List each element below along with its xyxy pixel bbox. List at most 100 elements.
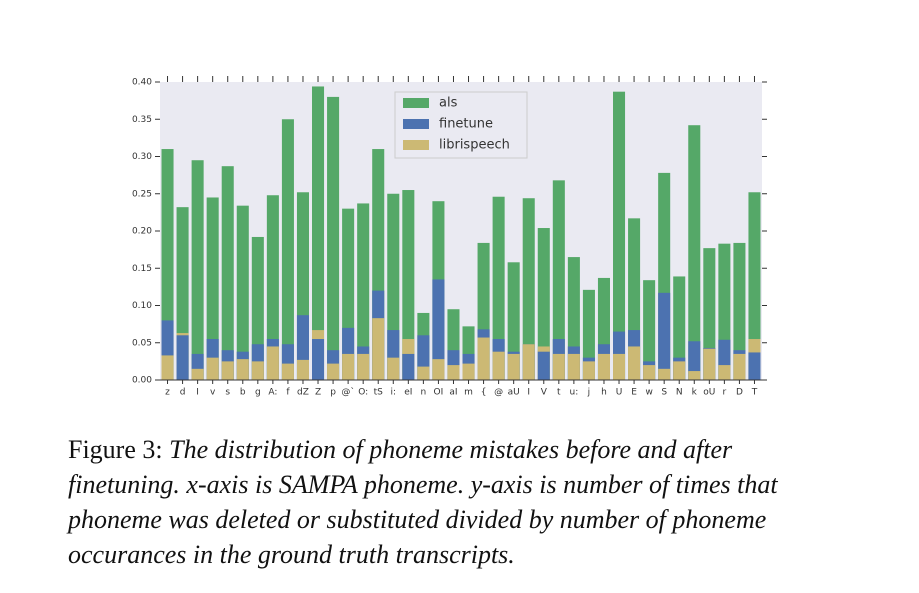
x-tick-label: p: [330, 388, 336, 398]
bar: [582, 289, 595, 380]
bar: [342, 353, 355, 380]
x-tick-label: E: [631, 388, 637, 398]
x-tick-label: g: [255, 388, 261, 398]
x-tick-label: U: [616, 388, 623, 398]
x-tick-label: eI: [404, 388, 412, 398]
legend-label: als: [439, 96, 458, 111]
bar: [312, 339, 325, 380]
bar: [733, 353, 746, 380]
bar: [281, 119, 294, 380]
bar: [733, 242, 746, 380]
x-tick-label: b: [240, 388, 246, 398]
bar: [492, 196, 505, 380]
bar: [327, 96, 340, 381]
x-tick-label: Z: [315, 388, 321, 398]
caption-text: The distribution of phoneme mistakes bef…: [68, 435, 778, 569]
bar: [537, 351, 550, 380]
y-tick-label: 0.10: [132, 301, 152, 311]
bar: [748, 192, 761, 380]
bar: [161, 355, 174, 380]
x-tick-label: T: [751, 388, 758, 398]
legend-swatch: [403, 98, 429, 108]
y-tick-label: 0.15: [132, 264, 152, 274]
legend-swatch: [403, 119, 429, 129]
bar: [613, 91, 626, 380]
x-tick-label: OI: [434, 388, 444, 398]
bar: [236, 205, 249, 380]
bar: [552, 180, 565, 380]
bar: [281, 363, 294, 380]
bar: [673, 361, 686, 380]
legend-label: librispeech: [439, 138, 510, 153]
x-tick-label: z: [165, 388, 170, 398]
x-tick-label: w: [645, 388, 652, 398]
x-tick-label: k: [692, 388, 698, 398]
bar: [492, 351, 505, 380]
y-tick-label: 0.30: [132, 152, 152, 162]
x-tick-label: u:: [570, 388, 579, 398]
bar: [537, 228, 550, 380]
bar: [432, 279, 445, 380]
bar: [567, 353, 580, 380]
x-tick-label: m: [464, 388, 473, 398]
x-tick-label: S: [661, 388, 667, 398]
bar: [522, 198, 535, 380]
bar: [221, 361, 234, 380]
x-tick-label: {: [481, 388, 487, 398]
bar: [191, 160, 204, 380]
x-tick-label: oU: [703, 388, 715, 398]
bar: [432, 359, 445, 380]
y-tick-label: 0.20: [132, 227, 152, 237]
x-tick-label: A:: [268, 388, 277, 398]
y-tick-label: 0.35: [132, 115, 152, 125]
bar: [447, 365, 460, 380]
bar: [658, 368, 671, 380]
y-tick-label: 0.25: [132, 189, 152, 199]
bar: [688, 341, 701, 380]
bar: [206, 357, 219, 380]
x-tick-label: i:: [391, 388, 397, 398]
bar: [402, 190, 415, 380]
bar: [357, 353, 370, 380]
bar: [357, 203, 370, 380]
bar: [748, 352, 761, 380]
x-tick-label: s: [225, 388, 230, 398]
bar: [507, 353, 520, 380]
x-tick-label: I: [527, 388, 530, 398]
bar: [191, 368, 204, 380]
x-tick-label: aI: [449, 388, 457, 398]
legend-label: finetune: [439, 117, 493, 132]
legend-swatch: [403, 140, 429, 150]
bar: [417, 366, 430, 380]
bar: [372, 318, 385, 380]
bar: [688, 371, 701, 380]
bar: [673, 276, 686, 380]
x-tick-label: d: [180, 388, 186, 398]
x-tick-label: N: [676, 388, 683, 398]
y-tick-label: 0.05: [132, 338, 152, 348]
x-tick-label: t: [557, 388, 561, 398]
x-tick-label: I: [196, 388, 199, 398]
x-tick-label: V: [541, 388, 548, 398]
y-tick-label: 0.00: [132, 376, 152, 386]
bar: [522, 344, 535, 380]
bar: [327, 363, 340, 380]
bar: [643, 365, 656, 380]
bar: [507, 262, 520, 380]
bar: [613, 353, 626, 380]
x-tick-label: n: [421, 388, 427, 398]
x-tick-label: f: [286, 388, 290, 398]
bar: [462, 363, 475, 380]
bar: [266, 195, 279, 380]
bar: [176, 335, 189, 380]
bar: [582, 361, 595, 380]
x-tick-label: dZ: [297, 388, 309, 398]
x-tick-label: O:: [358, 388, 368, 398]
x-tick-label: @: [494, 388, 503, 398]
caption: Figure 3: The distribution of phoneme mi…: [68, 432, 838, 572]
bar: [266, 346, 279, 380]
x-tick-label: v: [210, 388, 216, 398]
bar: [718, 365, 731, 380]
